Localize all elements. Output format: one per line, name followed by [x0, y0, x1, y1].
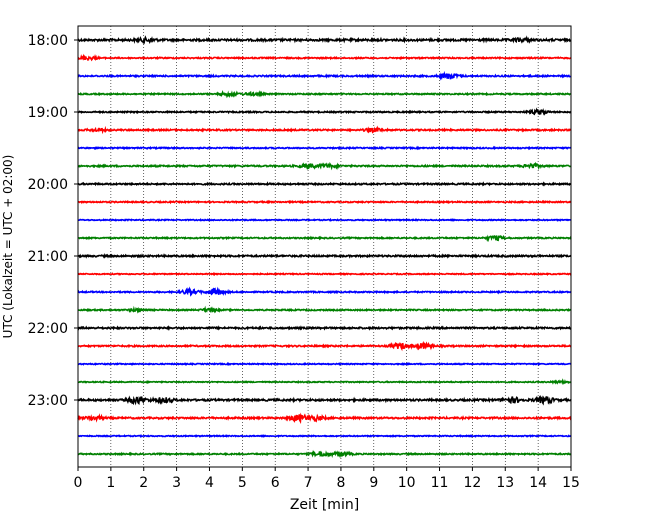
x-tick-label-3: 3	[172, 475, 181, 491]
y-tick-label-1900: 19:00	[28, 105, 68, 121]
trace-2215	[77, 340, 572, 352]
trace-group	[77, 35, 572, 459]
x-tick-label-8: 8	[336, 475, 345, 491]
x-tick-label-15: 15	[562, 475, 580, 491]
trace-2145	[77, 305, 572, 314]
x-tick-label-4: 4	[205, 475, 214, 491]
trace-2100	[77, 253, 572, 259]
x-tick-label-13: 13	[496, 475, 514, 491]
x-tick-label-11: 11	[431, 475, 449, 491]
x-tick-label-0: 0	[74, 475, 83, 491]
trace-2030	[77, 217, 572, 222]
y-tick-label-2200: 22:00	[28, 321, 68, 337]
x-tick-label-5: 5	[238, 475, 247, 491]
x-tick-label-7: 7	[304, 475, 313, 491]
trace-2015	[77, 199, 572, 205]
trace-1815	[77, 53, 572, 62]
trace-1800	[77, 35, 572, 45]
trace-1830	[77, 70, 572, 81]
x-axis-ticks: 0 1 2 3 4 5 6 7 8 9 10 11 12 13 14 15	[74, 467, 580, 491]
trace-2000	[77, 181, 572, 187]
x-tick-label-9: 9	[369, 475, 378, 491]
trace-2045	[77, 234, 572, 243]
trace-2130	[77, 286, 572, 297]
trace-1900	[77, 107, 572, 116]
trace-2115	[77, 271, 572, 277]
y-tick-label-2000: 20:00	[28, 177, 68, 193]
x-tick-label-14: 14	[529, 475, 547, 491]
x-tick-label-10: 10	[398, 475, 416, 491]
x-tick-label-12: 12	[463, 475, 481, 491]
x-tick-label-1: 1	[106, 475, 115, 491]
trace-2300	[77, 394, 572, 406]
trace-2245	[77, 378, 572, 385]
y-axis-label: UTC (Lokalzeit = UTC + 02:00)	[1, 155, 15, 339]
plot-frame	[77, 25, 572, 468]
y-axis-ticks: 18:00 19:00 20:00 21:00 22:00 23:00	[28, 33, 78, 409]
trace-1945	[77, 161, 572, 171]
y-tick-label-2300: 23:00	[28, 393, 68, 409]
trace-2345	[77, 449, 572, 459]
trace-1930	[77, 145, 572, 151]
trace-1915	[77, 125, 572, 135]
x-tick-label-2: 2	[139, 475, 148, 491]
trace-2230	[77, 361, 572, 366]
trace-2315	[77, 412, 572, 424]
trace-2200	[77, 325, 572, 331]
y-tick-label-2100: 21:00	[28, 249, 68, 265]
trace-2330	[77, 433, 572, 438]
x-axis-label: Zeit [min]	[290, 497, 359, 513]
y-tick-label-1800: 18:00	[28, 33, 68, 49]
trace-1845	[77, 90, 572, 99]
x-tick-label-6: 6	[271, 475, 280, 491]
